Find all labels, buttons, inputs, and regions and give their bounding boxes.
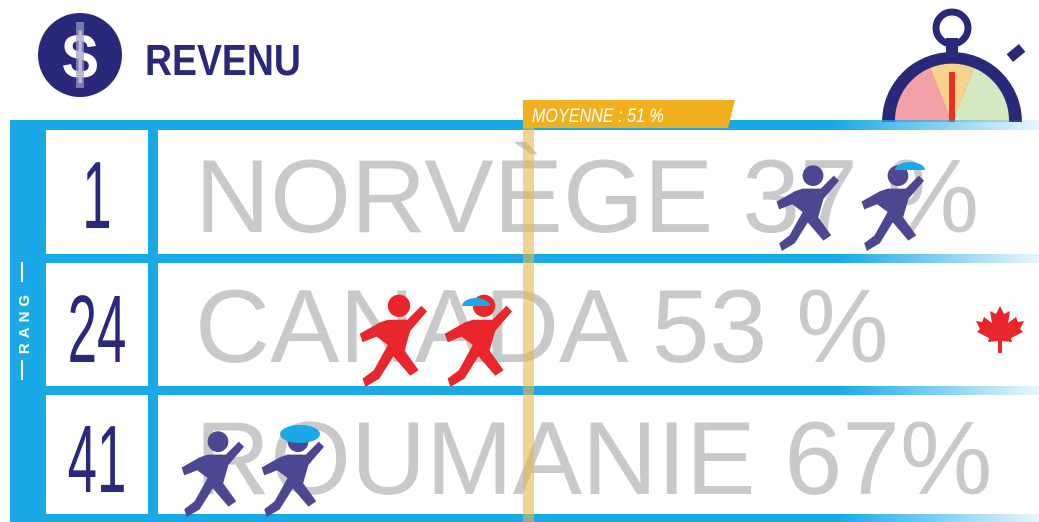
rank: 41 bbox=[68, 406, 127, 513]
infographic: $ REVENU RANG 1 NORVÈGE 37 % 24 CANADA 5… bbox=[0, 0, 1039, 522]
country-label: CANADA 53 % bbox=[195, 269, 889, 385]
maple-leaf bbox=[976, 306, 1024, 353]
stopwatch-icon bbox=[882, 12, 1025, 122]
rank: 1 bbox=[82, 142, 111, 249]
average-label: MOYENNE : 51 % bbox=[532, 105, 664, 127]
country-label: NORVÈGE 37 % bbox=[195, 139, 979, 255]
average-line bbox=[523, 100, 534, 522]
dollar-icon: $ bbox=[38, 13, 122, 97]
rank-label: RANG bbox=[16, 290, 33, 354]
rank: 24 bbox=[68, 276, 127, 383]
title: REVENU bbox=[145, 35, 301, 85]
